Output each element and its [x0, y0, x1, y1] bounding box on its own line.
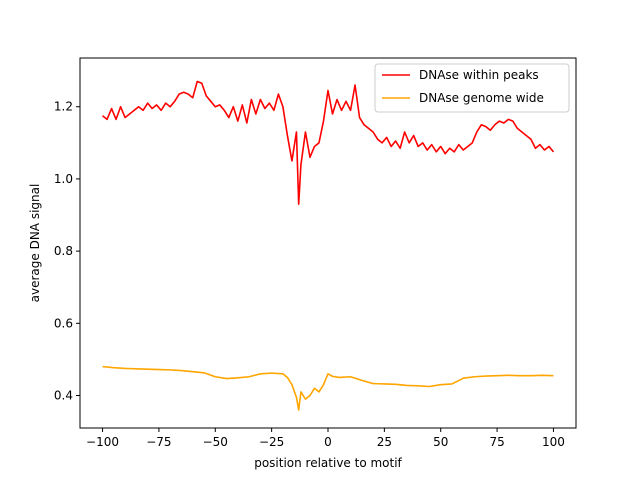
x-tick-label: −75 — [146, 435, 171, 449]
y-axis-ticks: 0.4 0.6 0.8 1.0 1.2 — [54, 100, 80, 403]
legend-label-genome-wide: DNAse genome wide — [419, 91, 544, 105]
y-tick-label: 0.8 — [54, 244, 73, 258]
x-axis-ticks: −100 −75 −50 −25 0 25 50 75 100 — [86, 428, 565, 449]
y-tick-label: 1.0 — [54, 172, 73, 186]
legend-label-within-peaks: DNAse within peaks — [419, 68, 539, 82]
x-tick-label: 50 — [433, 435, 448, 449]
axes-frame — [79, 57, 577, 429]
x-tick-label: −100 — [86, 435, 119, 449]
x-axis-label: position relative to motif — [254, 456, 402, 470]
x-tick-label: −50 — [203, 435, 228, 449]
legend-box — [374, 63, 570, 113]
x-tick-label: 25 — [377, 435, 392, 449]
y-axis-label: average DNA signal — [28, 184, 42, 303]
y-tick-label: 1.2 — [54, 100, 73, 114]
y-tick-label: 0.4 — [54, 389, 73, 403]
x-tick-label: 100 — [542, 435, 565, 449]
y-tick-label: 0.6 — [54, 316, 73, 330]
series-line-within-peaks — [102, 80, 555, 205]
x-tick-label: −25 — [259, 435, 284, 449]
x-tick-label: 75 — [489, 435, 504, 449]
series-line-genome-wide — [102, 365, 554, 411]
series-lines — [102, 80, 555, 411]
x-tick-label: 0 — [324, 435, 332, 449]
legend: DNAse within peaks DNAse genome wide — [374, 63, 570, 113]
